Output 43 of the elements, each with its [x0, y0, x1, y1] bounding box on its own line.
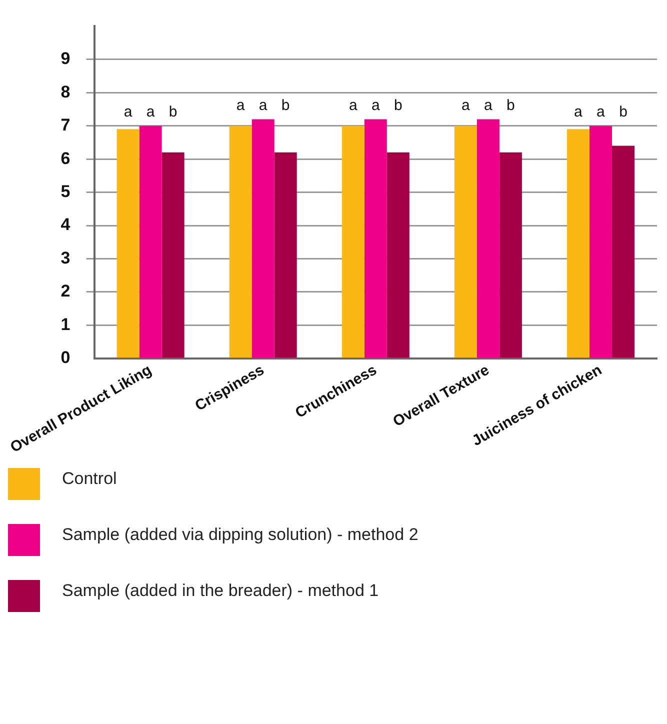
data-label: a: [596, 104, 606, 120]
bar: [342, 126, 364, 358]
bar: [454, 126, 477, 358]
data-label: b: [506, 96, 515, 114]
bar: [162, 152, 184, 358]
bar: [274, 152, 297, 358]
bar: [612, 146, 634, 358]
legend-label: Sample (added in the breader) - method 1: [62, 580, 379, 602]
data-label: a: [574, 104, 584, 120]
y-tick-label: 8: [60, 82, 70, 102]
bar: [386, 152, 410, 358]
data-label: a: [484, 96, 494, 114]
y-tick-label: 1: [60, 314, 70, 334]
data-label: a: [258, 96, 268, 114]
bar: [116, 129, 140, 358]
bar: [499, 152, 522, 358]
data-label: a: [371, 96, 380, 114]
y-tick-label: 9: [60, 49, 70, 68]
bar: [364, 119, 387, 358]
data-label: a: [348, 96, 358, 114]
data-label: b: [619, 104, 628, 120]
y-tick-label: 4: [60, 215, 71, 234]
data-label: a: [124, 104, 133, 120]
data-label: b: [394, 96, 402, 114]
legend-label: Control: [62, 468, 117, 490]
data-label: a: [146, 104, 156, 120]
data-label: a: [462, 96, 470, 114]
bar: [589, 126, 612, 358]
y-tick-label: 2: [60, 282, 70, 301]
data-label: a: [236, 96, 246, 114]
bar: [566, 129, 590, 358]
y-tick-label: 3: [60, 248, 70, 268]
data-label: b: [168, 104, 178, 120]
bar: [252, 119, 274, 358]
y-tick-label: 6: [60, 148, 70, 168]
y-tick-label: 5: [60, 182, 70, 201]
bar: [476, 119, 500, 358]
y-tick-label: 0: [60, 348, 70, 368]
data-label: b: [281, 96, 290, 114]
bar: [139, 126, 162, 358]
legend-label: Sample (added via dipping solution) - method 2: [62, 524, 418, 546]
y-tick-label: 7: [60, 116, 70, 135]
bar: [229, 126, 252, 358]
